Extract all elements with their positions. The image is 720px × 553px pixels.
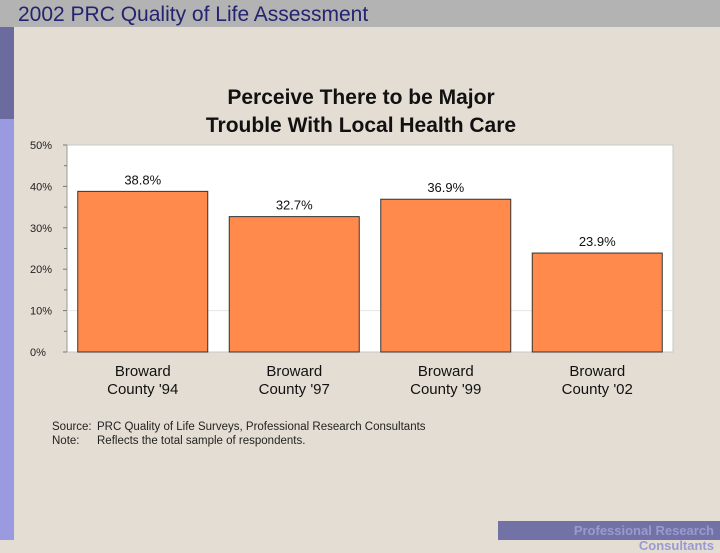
- value-label: 32.7%: [276, 198, 313, 213]
- category-label: County '99: [410, 381, 481, 398]
- note-label: Note:: [52, 435, 80, 447]
- footer-box: Professional Research Consultants: [498, 521, 720, 553]
- category-label: County '94: [107, 381, 178, 398]
- footer-text: Professional Research: [573, 523, 714, 538]
- value-label: 36.9%: [427, 180, 464, 195]
- chart-title-line-1: Perceive There to be Major: [227, 86, 495, 109]
- source-row: Source: PRC Quality of Life Surveys, Prof…: [52, 420, 426, 434]
- source-text: PRC Quality of Life Surveys, Professiona…: [97, 421, 426, 433]
- slide-title: 2002 PRC Quality of Life Assessment: [18, 3, 369, 26]
- bar: [228, 216, 360, 353]
- y-tick-label: 50%: [30, 140, 52, 152]
- y-tick-label: 20%: [30, 264, 52, 276]
- left-rail-accent: [0, 27, 14, 119]
- y-tick-label: 40%: [30, 181, 52, 193]
- value-label: 23.9%: [579, 234, 616, 249]
- y-tick-label: 0%: [30, 347, 46, 359]
- chart-title-line-2: Trouble With Local Health Care: [205, 114, 517, 137]
- y-tick-label: 30%: [30, 223, 52, 235]
- category-label: Broward: [569, 363, 625, 380]
- value-label: 38.8%: [124, 172, 161, 187]
- title-bar: 2002 PRC Quality of Life Assessment: [0, 0, 720, 27]
- left-rail: [0, 0, 14, 540]
- category-label: Broward: [266, 363, 322, 380]
- category-label: Broward: [418, 363, 474, 380]
- bar: [77, 190, 209, 353]
- bar: [380, 198, 512, 353]
- note-text: Reflects the total sample of respondents…: [97, 435, 306, 447]
- category-label: County '02: [562, 381, 633, 398]
- source-label: Source:: [52, 421, 92, 433]
- chart-title: Perceive There to be Major Trouble With …: [140, 84, 582, 140]
- source-notes: Source: PRC Quality of Life Surveys, Prof…: [52, 420, 426, 448]
- category-label: County '97: [259, 381, 330, 398]
- y-tick-label: 10%: [30, 306, 52, 318]
- footer-text-2: Consultants: [638, 538, 714, 553]
- note-row: Note: Reflects the total sample of respon…: [52, 434, 426, 448]
- category-label: Broward: [115, 363, 171, 380]
- bar: [531, 252, 663, 353]
